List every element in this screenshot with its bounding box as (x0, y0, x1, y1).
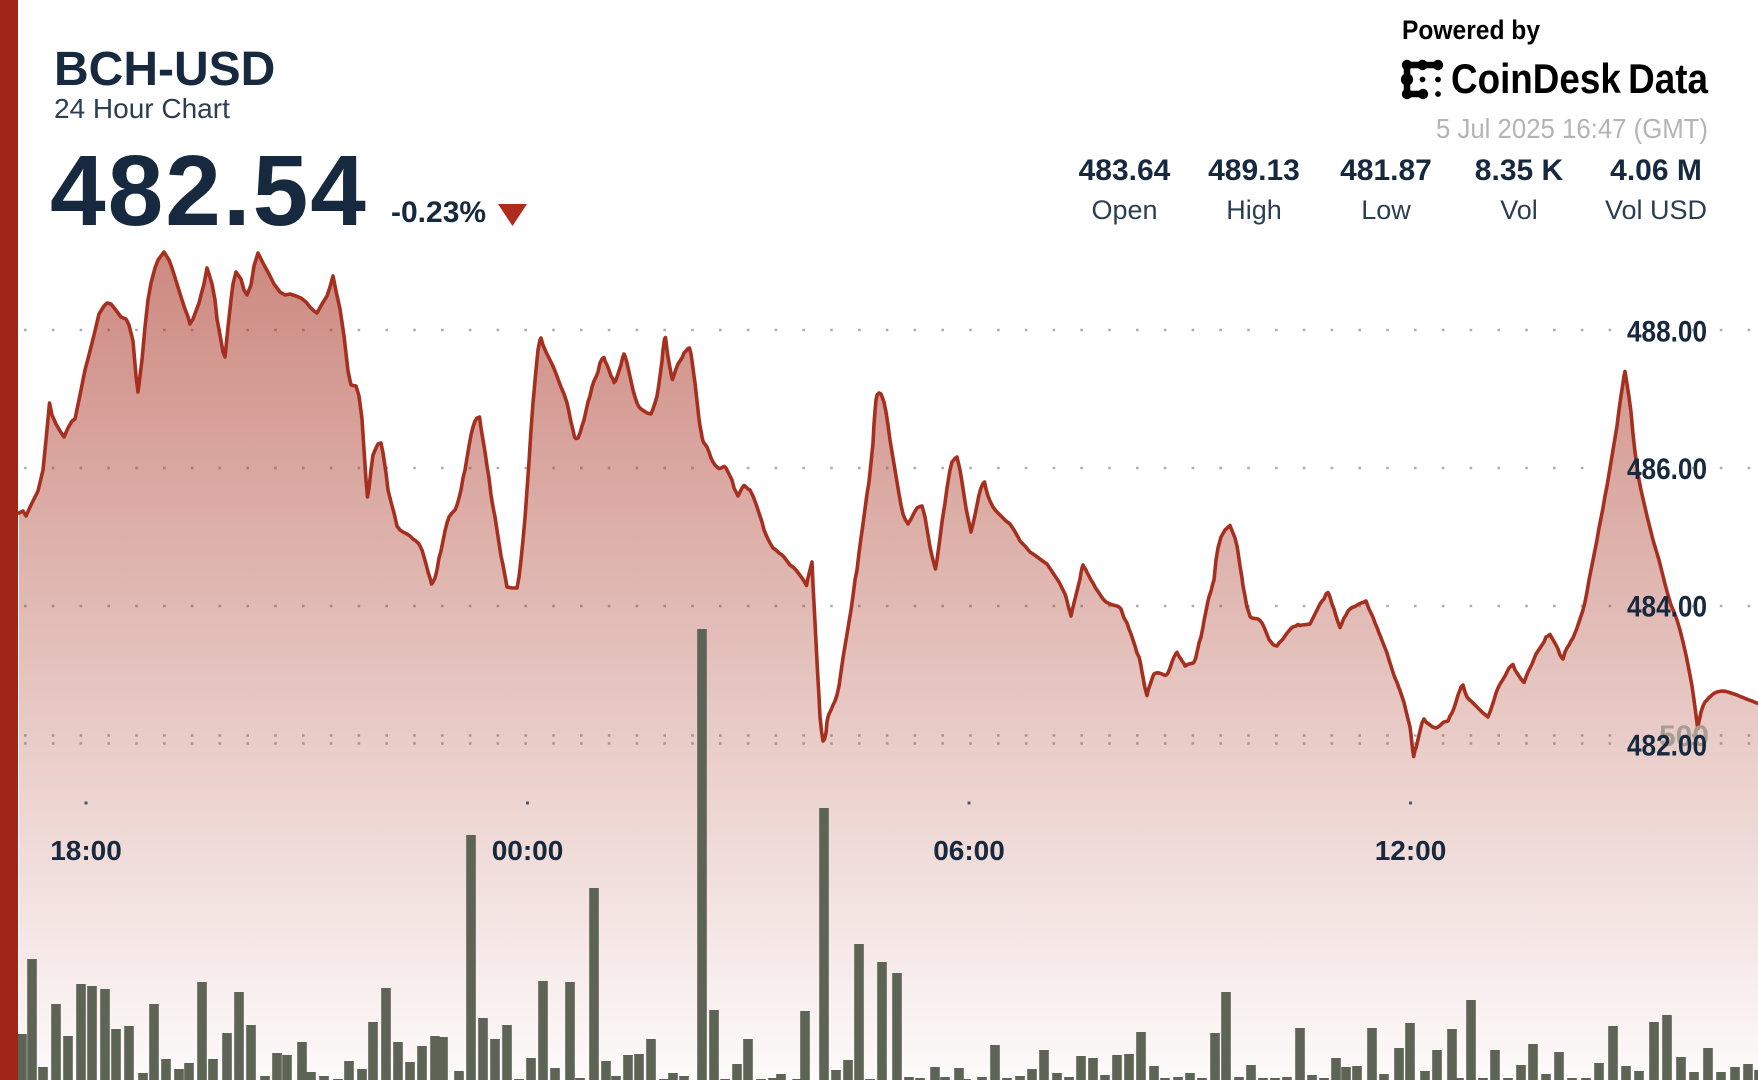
svg-text:High: High (1226, 195, 1282, 225)
svg-text:Vol USD: Vol USD (1605, 195, 1707, 225)
svg-text:484.00: 484.00 (1627, 591, 1707, 624)
svg-text:4.06 M: 4.06 M (1610, 154, 1702, 187)
svg-text:489.13: 489.13 (1208, 154, 1300, 187)
svg-text:24 Hour Chart: 24 Hour Chart (54, 93, 230, 124)
svg-text:Vol: Vol (1500, 195, 1538, 225)
svg-text:BCH-USD: BCH-USD (54, 43, 275, 96)
svg-text:06:00: 06:00 (933, 835, 1005, 866)
svg-text:8.35 K: 8.35 K (1475, 154, 1564, 187)
svg-text:00:00: 00:00 (492, 835, 564, 866)
svg-text:482.54: 482.54 (50, 135, 368, 247)
svg-text:481.87: 481.87 (1340, 154, 1432, 187)
svg-text:CoinDesk Data: CoinDesk Data (1451, 55, 1709, 102)
svg-text:488.00: 488.00 (1627, 316, 1707, 349)
svg-text:500: 500 (1659, 720, 1709, 753)
svg-text:Powered by: Powered by (1402, 15, 1540, 45)
svg-text:483.64: 483.64 (1079, 154, 1171, 187)
svg-text:18:00: 18:00 (50, 835, 122, 866)
svg-text:12:00: 12:00 (1375, 835, 1447, 866)
svg-text:-0.23%: -0.23% (391, 196, 486, 229)
svg-text:482.00: 482.00 (1627, 730, 1707, 763)
svg-text:Open: Open (1091, 195, 1157, 225)
svg-text:5 Jul 2025 16:47 (GMT): 5 Jul 2025 16:47 (GMT) (1436, 113, 1708, 144)
svg-text:486.00: 486.00 (1627, 453, 1707, 486)
svg-text:Low: Low (1361, 195, 1411, 225)
